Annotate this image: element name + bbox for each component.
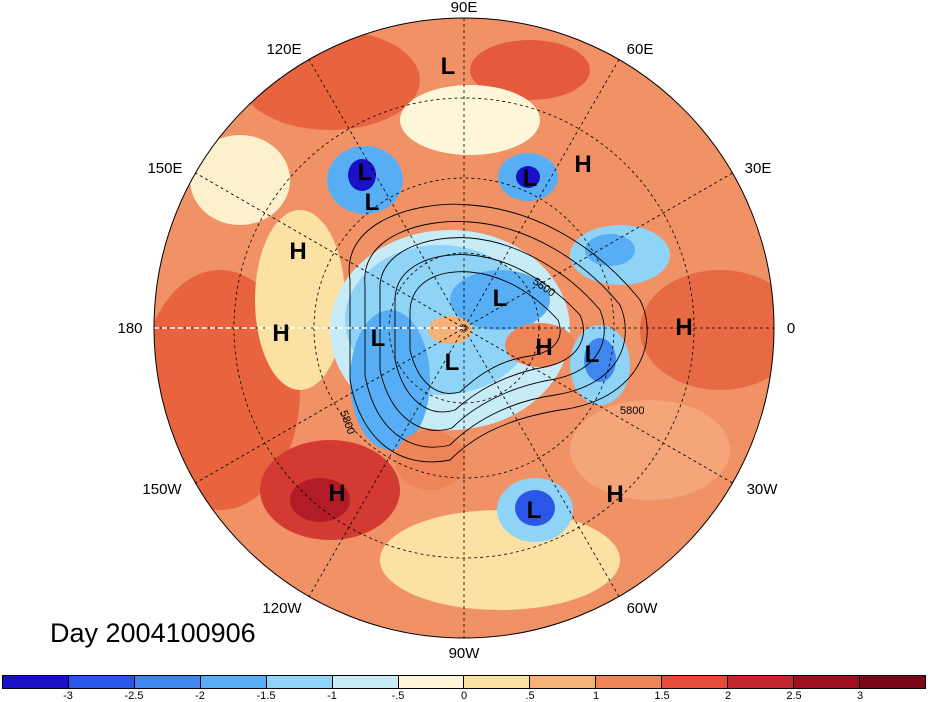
- colorbar-tick-label: 2.5: [786, 690, 802, 702]
- high-center: H: [535, 334, 552, 361]
- low-center: L: [585, 341, 600, 368]
- lon-label-90w: 90W: [449, 645, 481, 662]
- colorbar-tick-labels: -3 -2.5 -2 -1.5 -1 -.5 0 .5 1 1.5 2 2.5 3: [2, 690, 926, 702]
- low-center: L: [463, 299, 478, 326]
- colorbar-tick-label: -.5: [391, 690, 405, 702]
- colorbar-segment: [530, 676, 597, 688]
- colorbar-tick-label: 0: [460, 690, 468, 702]
- high-center: H: [675, 314, 692, 341]
- colorbar-segment: [332, 676, 399, 688]
- low-center: L: [441, 53, 456, 80]
- lon-label-60w: 60W: [627, 600, 659, 617]
- low-center: L: [493, 285, 508, 312]
- colorbar: [2, 675, 926, 689]
- colorbar-tick-label: 1: [592, 690, 600, 702]
- colorbar-segment: [859, 676, 925, 688]
- colorbar-segment: [398, 676, 465, 688]
- colorbar-segment: [728, 676, 795, 688]
- colorbar-segment: [596, 676, 663, 688]
- colorbar-segment: [266, 676, 333, 688]
- lon-label-60e: 60E: [627, 41, 654, 58]
- pressure-centers: L L H L H H L H L L H L L H H L L: [272, 53, 692, 524]
- lon-label-30e: 30E: [745, 160, 772, 177]
- anomaly-field: [154, 18, 774, 638]
- polar-map: 90E 60E 30E 0 30W 60W 90W 120W 150W 180 …: [117, 0, 795, 662]
- longitude-labels: 90E 60E 30E 0 30W 60W 90W 120W 150W 180 …: [117, 0, 795, 662]
- lon-label-150w: 150W: [142, 481, 182, 498]
- lon-label-120e: 120E: [266, 41, 301, 58]
- colorbar-segment: [3, 676, 69, 688]
- height-contours: [348, 203, 648, 463]
- lon-label-30w: 30W: [747, 481, 779, 498]
- colorbar-tick-label: -1.5: [256, 690, 276, 702]
- colorbar-segment: [794, 676, 860, 688]
- colorbar-tick-label: -1: [327, 690, 337, 702]
- high-center: H: [289, 238, 306, 265]
- graticule: [154, 18, 774, 638]
- day-label: Day 2004100906: [50, 618, 256, 648]
- high-center: H: [606, 481, 623, 508]
- colorbar-tick-label: .5: [525, 690, 535, 702]
- lon-label-150e: 150E: [147, 160, 182, 177]
- colorbar-tick-label: 1.5: [654, 690, 670, 702]
- colorbar-segment: [134, 676, 201, 688]
- low-center: L: [445, 349, 460, 376]
- map-boundary: [153, 17, 775, 639]
- low-center: L: [371, 325, 386, 352]
- colorbar-segment: [464, 676, 531, 688]
- low-center: L: [365, 189, 380, 216]
- high-center: H: [328, 480, 345, 507]
- contour-label-5800-east: 5800: [620, 405, 644, 417]
- colorbar-segment: [68, 676, 135, 688]
- lon-label-90e: 90E: [451, 0, 478, 16]
- lon-label-0: 0: [787, 320, 795, 337]
- colorbar-tick-label: -3: [63, 690, 73, 702]
- high-center: H: [574, 151, 591, 178]
- colorbar-segment: [200, 676, 267, 688]
- low-center: L: [358, 159, 373, 186]
- colorbar-tick-label: 2: [724, 690, 732, 702]
- lon-label-180: 180: [117, 320, 142, 337]
- low-center: L: [527, 497, 542, 524]
- colorbar-tick-label: -2: [195, 690, 205, 702]
- colorbar-tick-label: -2.5: [124, 690, 144, 702]
- low-center: L: [523, 165, 538, 192]
- high-center: H: [272, 320, 289, 347]
- colorbar-tick-label: 3: [856, 690, 864, 702]
- lon-label-120w: 120W: [262, 600, 302, 617]
- colorbar-segment: [662, 676, 729, 688]
